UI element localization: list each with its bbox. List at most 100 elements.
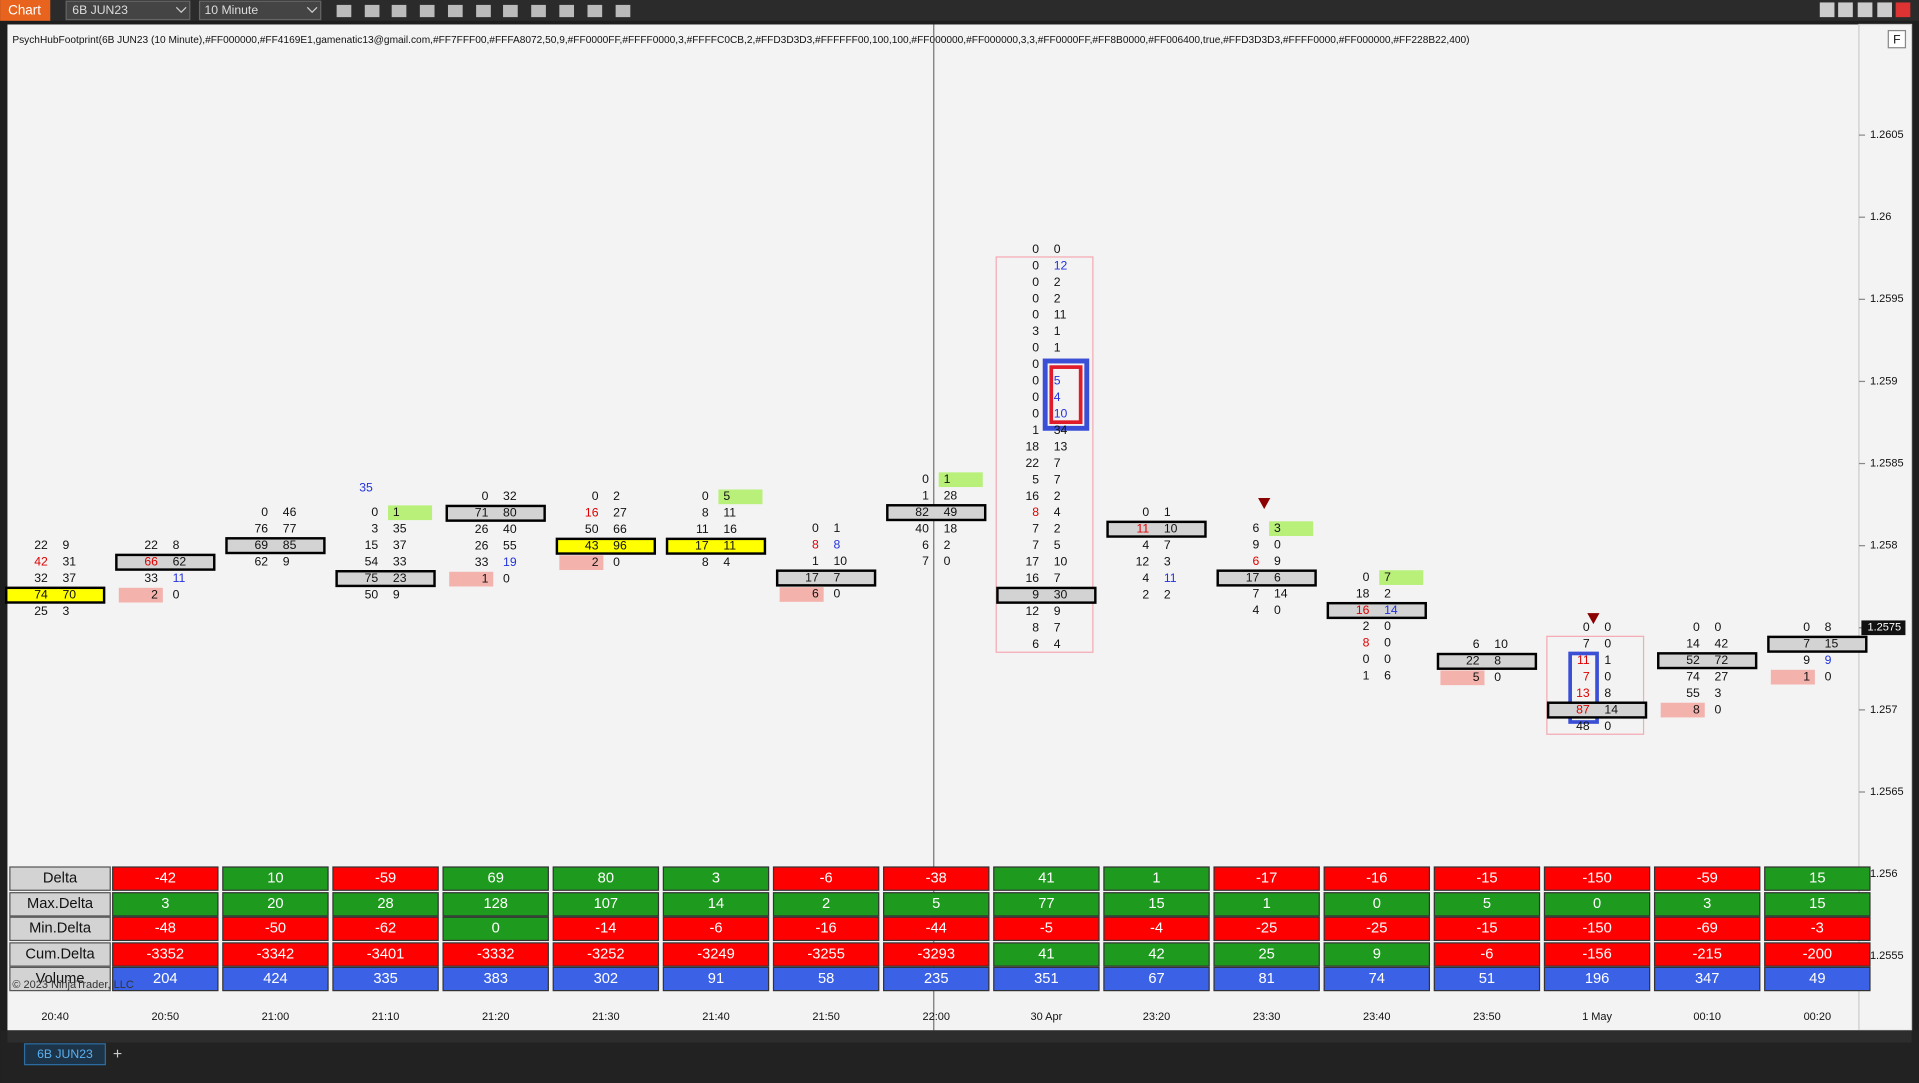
bid-volume: 6 <box>812 587 819 601</box>
stats-value: -25 <box>1366 921 1387 937</box>
ask-volume: 15 <box>1825 636 1839 650</box>
stats-cell <box>552 866 660 891</box>
ask-volume: 11 <box>1164 571 1177 585</box>
bid-imbalance <box>779 587 824 602</box>
instrument-select[interactable] <box>65 0 191 21</box>
bid-volume: 42 <box>34 554 48 568</box>
bid-volume: 0 <box>1032 341 1039 355</box>
time-label: 21:50 <box>812 1011 840 1023</box>
poc-box <box>1657 652 1758 670</box>
price-tick-label: 1.2555 <box>1870 950 1904 962</box>
ask-volume: 8 <box>1604 686 1611 700</box>
poc-box <box>1767 635 1868 653</box>
tab[interactable] <box>23 1043 106 1066</box>
ask-volume: 9 <box>283 554 290 568</box>
ask-volume: 1 <box>944 472 951 486</box>
ask-volume: 2 <box>944 538 951 552</box>
ask-volume: 7 <box>1054 472 1061 486</box>
bid-volume: 1 <box>1032 423 1039 437</box>
stats-cell <box>993 966 1100 992</box>
bid-volume: 18 <box>1356 586 1370 600</box>
bid-volume: 0 <box>1693 620 1700 634</box>
ask-volume: 80 <box>503 506 517 520</box>
stats-cell <box>772 966 880 992</box>
bid-volume: 0 <box>371 505 378 519</box>
bid-volume: 16 <box>585 506 599 520</box>
bid-volume: 26 <box>475 538 489 552</box>
stats-value: 15 <box>1809 871 1825 887</box>
bid-volume: 12 <box>1025 604 1039 618</box>
bid-volume: 0 <box>1803 620 1810 634</box>
bid-volume: 0 <box>702 489 709 503</box>
price-tick-label: 1.2585 <box>1870 457 1904 469</box>
stats-cell <box>1213 892 1320 917</box>
ask-volume: 96 <box>613 538 627 552</box>
bid-volume: 16 <box>1356 603 1370 617</box>
poc-box <box>1546 701 1648 719</box>
stats-cell <box>552 892 660 917</box>
ask-volume: 23 <box>393 571 407 585</box>
stats-cell <box>1433 916 1541 942</box>
stats-value: -42 <box>155 871 176 887</box>
ask-volume: 4 <box>723 555 730 569</box>
stats-value: 302 <box>594 971 618 987</box>
ask-volume: 1 <box>1164 505 1171 519</box>
bid-volume: 74 <box>34 587 48 601</box>
panel-button[interactable] <box>1887 29 1907 49</box>
time-label: 00:20 <box>1804 1011 1832 1023</box>
instrument-label[interactable]: 6B JUN23 <box>72 3 128 17</box>
ask-volume: 4 <box>1054 390 1061 404</box>
interval-label[interactable]: 10 Minute <box>204 3 258 17</box>
stats-value: -3252 <box>587 946 625 962</box>
stats-cell <box>662 966 770 992</box>
ask-volume: 3 <box>1274 521 1281 535</box>
ask-volume: 11 <box>173 571 186 585</box>
bid-volume: 48 <box>1576 719 1590 733</box>
ask-volume: 2 <box>1054 489 1061 503</box>
stats-value: -16 <box>1366 871 1387 887</box>
scrollbar[interactable] <box>7 1030 1912 1043</box>
footprint: 1.26051.261.25951.2591.25851.2581.25751.… <box>4 129 1906 1023</box>
stats-value: 204 <box>153 971 177 987</box>
chart-button[interactable] <box>0 0 51 21</box>
bid-imbalance <box>1660 702 1705 718</box>
bid-volume: 12 <box>1136 554 1150 568</box>
bid-volume: 75 <box>365 571 379 585</box>
ask-volume: 3 <box>63 604 70 618</box>
interval-select[interactable] <box>198 0 322 21</box>
stats-value: 351 <box>1034 971 1058 987</box>
stats-cell <box>993 892 1100 917</box>
stats-value: -3255 <box>807 946 845 962</box>
window-controls[interactable] <box>1819 2 1911 18</box>
ask-volume: 0 <box>944 554 951 568</box>
stats-value: -50 <box>265 921 286 937</box>
stats-value: -215 <box>1693 946 1722 962</box>
stats-value: 15 <box>1809 896 1825 912</box>
ask-volume: 1 <box>1604 653 1611 667</box>
toolbar-icons[interactable] <box>336 4 631 18</box>
stats-cell <box>1213 966 1320 992</box>
bid-volume: 66 <box>144 554 158 568</box>
bid-volume: 1 <box>1363 669 1370 683</box>
bid-volume: 0 <box>1032 406 1039 420</box>
ask-volume: 1 <box>833 521 840 535</box>
bid-volume: 4 <box>1253 603 1260 617</box>
bid-volume: 4 <box>1142 571 1149 585</box>
ask-volume: 9 <box>1054 604 1061 618</box>
stats-value: -3249 <box>697 946 735 962</box>
chart-button-label[interactable]: Chart <box>8 3 41 18</box>
bid-volume: 1 <box>1803 669 1810 683</box>
add-tab[interactable]: + <box>113 1046 122 1063</box>
stats-value: 107 <box>594 896 618 912</box>
panel-button-label[interactable]: F <box>1893 33 1900 47</box>
bid-volume: 8 <box>1693 702 1700 716</box>
stats-cell <box>112 942 219 967</box>
poc-box <box>1216 569 1317 587</box>
ask-volume: 30 <box>1054 588 1068 602</box>
stats-value: -59 <box>1697 871 1718 887</box>
stats-value: 20 <box>267 896 283 912</box>
bid-volume: 16 <box>1025 571 1039 585</box>
bid-volume: 1 <box>482 571 489 585</box>
tab-label[interactable]: 6B JUN23 <box>37 1047 93 1061</box>
